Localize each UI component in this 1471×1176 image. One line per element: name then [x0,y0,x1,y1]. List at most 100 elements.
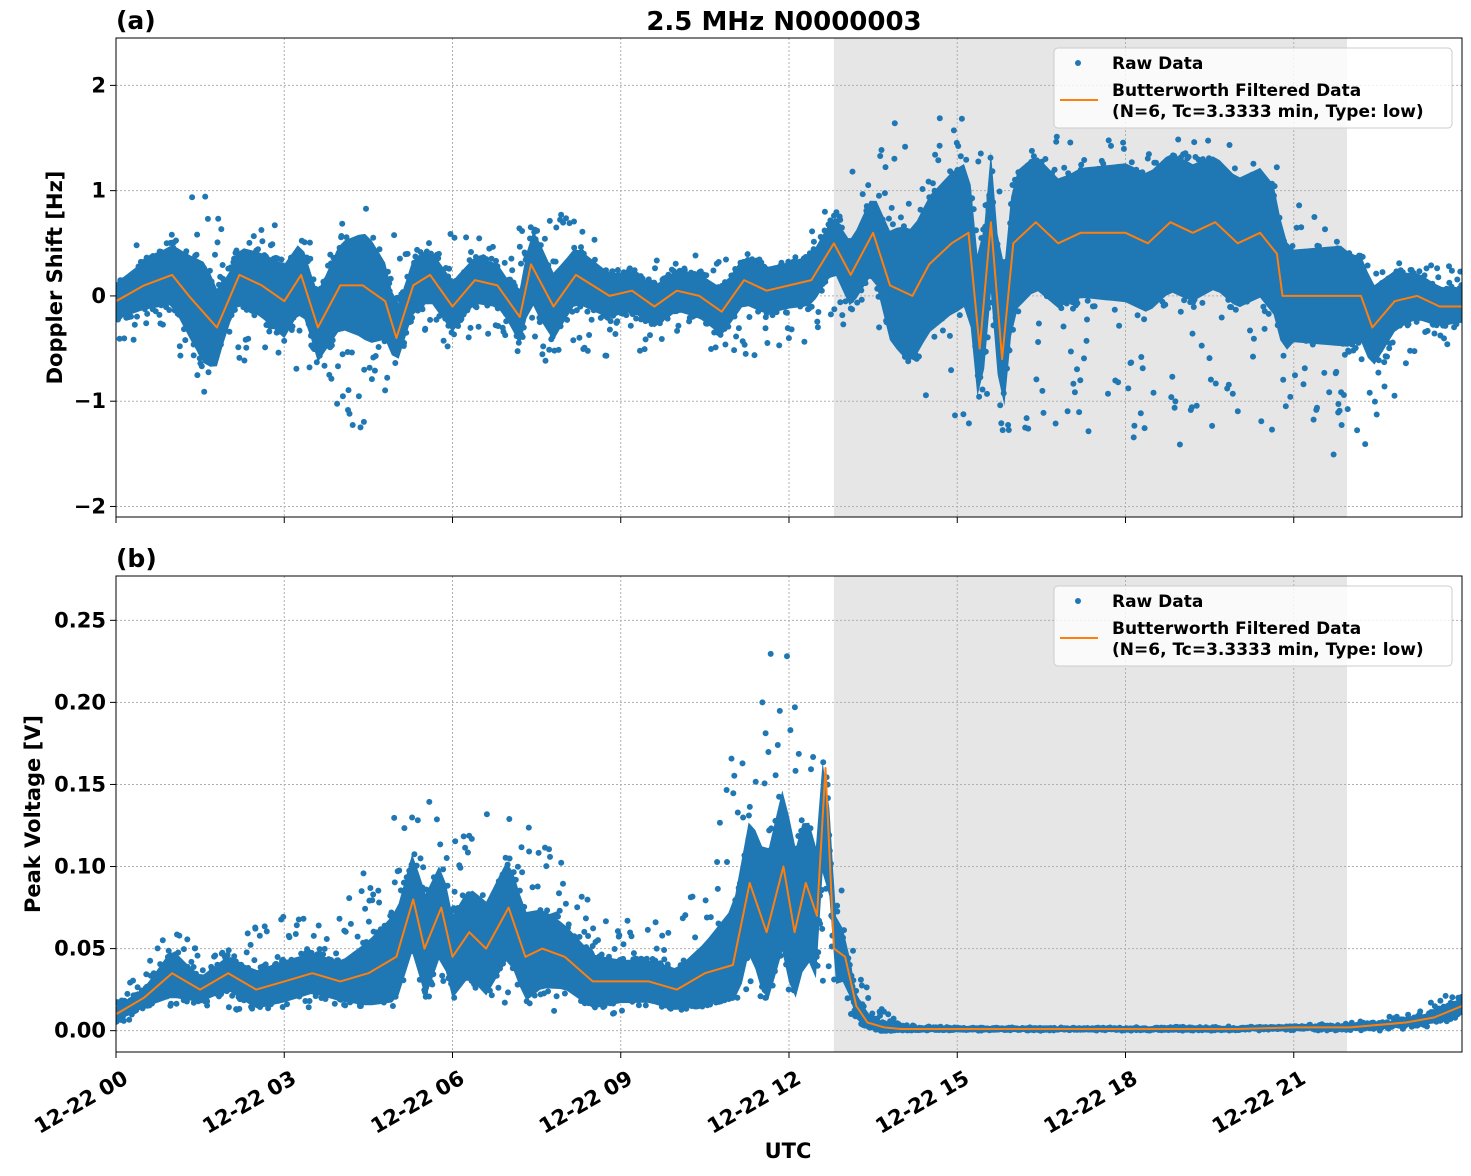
raw-data-point [1041,410,1047,416]
raw-data-point [1403,360,1409,366]
raw-data-point [1311,417,1317,423]
raw-data-point [244,949,250,955]
raw-data-point [1283,403,1289,409]
raw-data-point [1266,311,1272,317]
raw-data-point [258,227,264,233]
raw-data-point [363,206,369,212]
raw-data-point [1337,408,1343,414]
raw-data-point [257,933,263,939]
raw-data-point [401,825,407,831]
raw-data-point [134,314,140,320]
raw-data-point [1106,137,1112,143]
raw-data-point [1302,365,1308,371]
raw-data-point [1411,348,1417,354]
raw-data-point [653,919,659,925]
raw-data-point [659,933,665,939]
raw-data-point [369,897,375,903]
raw-data-point [293,931,299,937]
raw-data-point [409,815,415,821]
raw-data-point [1070,381,1076,387]
raw-data-point [716,259,722,265]
raw-data-point [659,336,665,342]
raw-data-point [415,817,421,823]
legend-raw-label: Raw Data [1112,54,1203,74]
raw-data-point [890,221,896,227]
raw-data-point [576,335,582,341]
raw-data-point [645,927,651,933]
raw-data-point [241,358,247,364]
raw-data-point [611,1010,617,1016]
raw-data-point [335,363,341,369]
raw-data-point [864,984,870,990]
raw-data-point [515,348,521,354]
raw-data-point [729,756,735,762]
raw-data-point [294,922,300,928]
raw-data-point [733,334,739,340]
raw-data-point [743,986,749,992]
raw-data-point [980,387,986,393]
raw-data-point [563,215,569,221]
raw-data-point [215,239,221,245]
raw-data-point [1068,349,1074,355]
raw-data-point [966,420,972,426]
raw-data-point [191,352,197,358]
raw-data-point [654,258,660,264]
raw-data-point [932,152,938,158]
raw-data-point [307,998,313,1004]
raw-data-point [490,244,496,250]
raw-data-point [391,232,397,238]
raw-data-point [359,888,365,894]
raw-data-point [682,912,688,918]
raw-data-point [1053,421,1059,427]
raw-data-point [906,201,912,207]
raw-data-point [1006,427,1012,433]
raw-data-point [891,1016,897,1022]
raw-data-point [1077,377,1083,383]
raw-data-point [451,331,457,337]
raw-data-point [1396,260,1402,266]
raw-data-point [1054,134,1060,140]
raw-data-point [278,257,284,263]
raw-data-point [340,393,346,399]
raw-data-point [426,799,432,805]
raw-data-point [168,1001,174,1007]
raw-data-point [396,868,402,874]
raw-data-point [166,307,172,313]
raw-data-point [976,394,982,400]
y-tick-label-a: 1 [91,179,106,203]
raw-data-point [530,884,536,890]
raw-data-point [1425,328,1431,334]
raw-data-point [997,189,1003,195]
raw-data-point [860,191,866,197]
raw-data-point [955,143,961,149]
raw-data-point [586,332,592,338]
raw-data-point [156,312,162,318]
raw-data-point [889,205,895,211]
raw-data-point [814,319,820,325]
raw-data-point [592,237,598,243]
raw-data-point [590,925,596,931]
raw-data-point [840,321,846,327]
raw-data-point [713,344,719,350]
raw-data-point [837,299,843,305]
raw-data-point [519,869,525,875]
raw-data-point [518,261,524,267]
raw-data-point [652,265,658,271]
raw-data-point [1199,343,1205,349]
raw-data-point [262,344,268,350]
raw-data-point [799,817,805,823]
raw-data-point [731,347,737,353]
raw-data-point [793,768,799,774]
raw-data-point [121,335,127,341]
raw-data-point [543,358,549,364]
raw-data-point [184,936,190,942]
raw-data-point [375,888,381,894]
raw-data-point [534,228,540,234]
raw-data-point [1213,381,1219,387]
raw-data-point [784,653,790,659]
raw-data-point [562,991,568,997]
raw-data-point [607,327,613,333]
raw-data-point [252,926,258,932]
